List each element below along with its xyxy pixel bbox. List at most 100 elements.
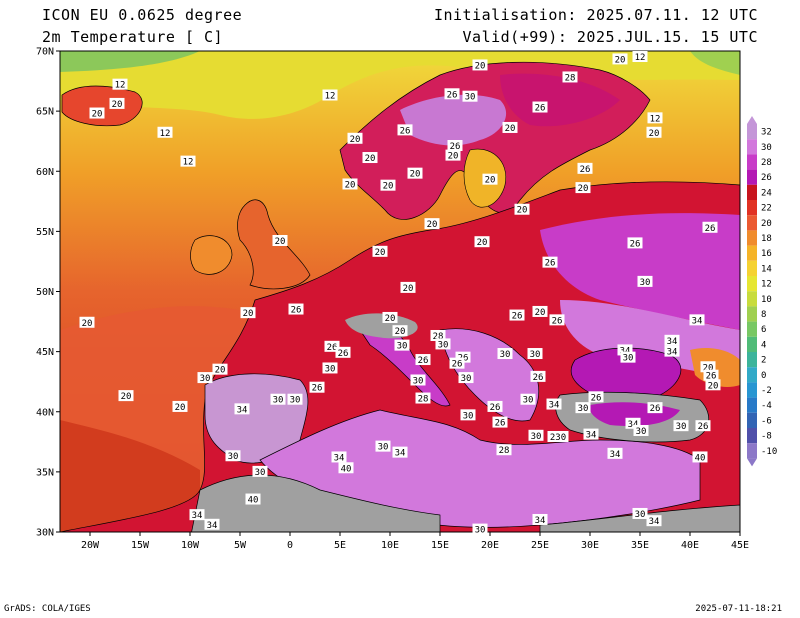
colorbar-swatch [747,139,757,155]
contour-label-box [530,370,546,382]
contour-label: 28 [496,444,512,456]
contour-label-text: 20 [383,182,394,192]
contour-label-box [700,361,716,373]
contour-label-box [705,379,721,391]
contour-label-box [362,152,378,164]
contour-label: 26 [647,402,663,414]
contour-label-box [633,424,649,436]
contour-label-text: 26 [580,165,591,175]
contour-label: 28 [430,329,446,342]
contour-label-box [89,107,105,119]
contour-label-text: 12 [160,129,171,139]
contour-label-box [392,325,408,337]
contour-label-box [458,372,474,384]
contour-label-text: 26 [327,343,338,353]
contour-label: 20 [424,218,440,230]
contour-label-box [400,281,416,293]
colorbar-swatch [747,260,757,276]
contour-label: 34 [532,513,548,526]
eastern-europe-hot [540,213,740,330]
contour-label-box [575,182,591,194]
contour-label: 34 [234,403,250,415]
contour-label-text: 26 [535,104,546,114]
model-title: ICON EU 0.0625 degree [42,6,243,24]
contour-label: 30 [633,424,649,437]
contour-label: 28 [415,392,431,405]
contour-label: 20 [382,311,398,324]
contour-label-box [632,51,648,63]
colorbar-label: 2 [761,356,766,366]
contour-label-text: 30 [523,396,534,406]
contour-label: 12 [157,126,173,139]
contour-label-box [472,59,488,71]
contour-label: 20 [342,178,358,190]
colorbar-label: -2 [761,386,772,396]
lon-tick-label: 5W [234,540,247,551]
contour-label: 26 [309,381,325,394]
contour-label-box [627,237,643,249]
contour-label: 20 [79,316,95,329]
contour-label-box [612,53,628,65]
contour-label: 26 [449,357,465,370]
contour-label: 20 [407,167,423,180]
colorbar-swatch [747,352,757,368]
contour-label-text: 34 [692,316,703,326]
contour-label-text: 12 [183,158,194,168]
colorbar-swatch [747,382,757,398]
contour-label: 230 [547,431,569,443]
contour-label-text: 20 [92,110,103,120]
contour-label-text: 12 [115,81,126,91]
contour-label-text: 26 [418,356,429,366]
contour-label-text: 20 [410,170,421,180]
lat-tick-label: 30N [36,528,54,539]
contour-label: 12 [180,155,196,168]
render-timestamp: 2025-07-11-18:21 [695,604,782,614]
contour-label-text: 20 [215,366,226,376]
colorbar-label: -10 [761,447,777,457]
contour-label-text: 26 [400,126,411,136]
contour-label-text: 20 [112,100,123,110]
colorbar-swatch [747,245,757,261]
contour-label-text: 26 [312,384,323,394]
grads-credit: GrADS: COLA/IGES [4,604,91,614]
contour-label: 30 [575,402,591,414]
contour-label-box [272,234,288,246]
contour-label-text: 34 [620,346,631,356]
colorbar-label: 28 [761,158,772,168]
contour-label-text: 30 [397,342,408,352]
contour-label: 20 [612,53,628,65]
contour-label: 40 [338,462,354,474]
contour-label: 12 [632,51,648,63]
contour-label-text: 40 [341,464,352,474]
contour-label-text: 20 [448,152,459,162]
contour-label: 30 [620,351,636,364]
colorbar-swatch [747,291,757,307]
contour-label-text: 30 [438,340,449,350]
contour-label-box [546,398,562,410]
contour-label-box [322,89,338,101]
contour-label-box [646,126,662,138]
contour-label-box [528,429,544,441]
contour-label-box [424,218,440,230]
contour-label: 30 [632,507,648,520]
contour-label-text: 26 [495,419,506,429]
contour-label-box [112,78,128,90]
contour-label-box [288,303,304,315]
contour-label-box [397,124,413,136]
lon-tick-label: 15E [431,540,449,551]
colorbar-swatch [747,412,757,428]
contour-label-box [331,451,347,463]
contour-label: 20 [362,152,378,164]
north-east-band [690,51,740,75]
colorbar-swatch [747,169,757,185]
variable-title: 2m Temperature [ C] [42,28,224,46]
contour-label-text: 20 [175,403,186,413]
finland-zone [500,73,620,127]
contour-label: 26 [415,354,431,366]
contour-label-box [212,363,228,375]
contour-label-box [435,338,451,350]
lat-tick-label: 50N [36,287,54,298]
contour-label-box [514,203,530,215]
contour-label-box [225,450,241,462]
lon-tick-label: 5E [334,540,346,551]
